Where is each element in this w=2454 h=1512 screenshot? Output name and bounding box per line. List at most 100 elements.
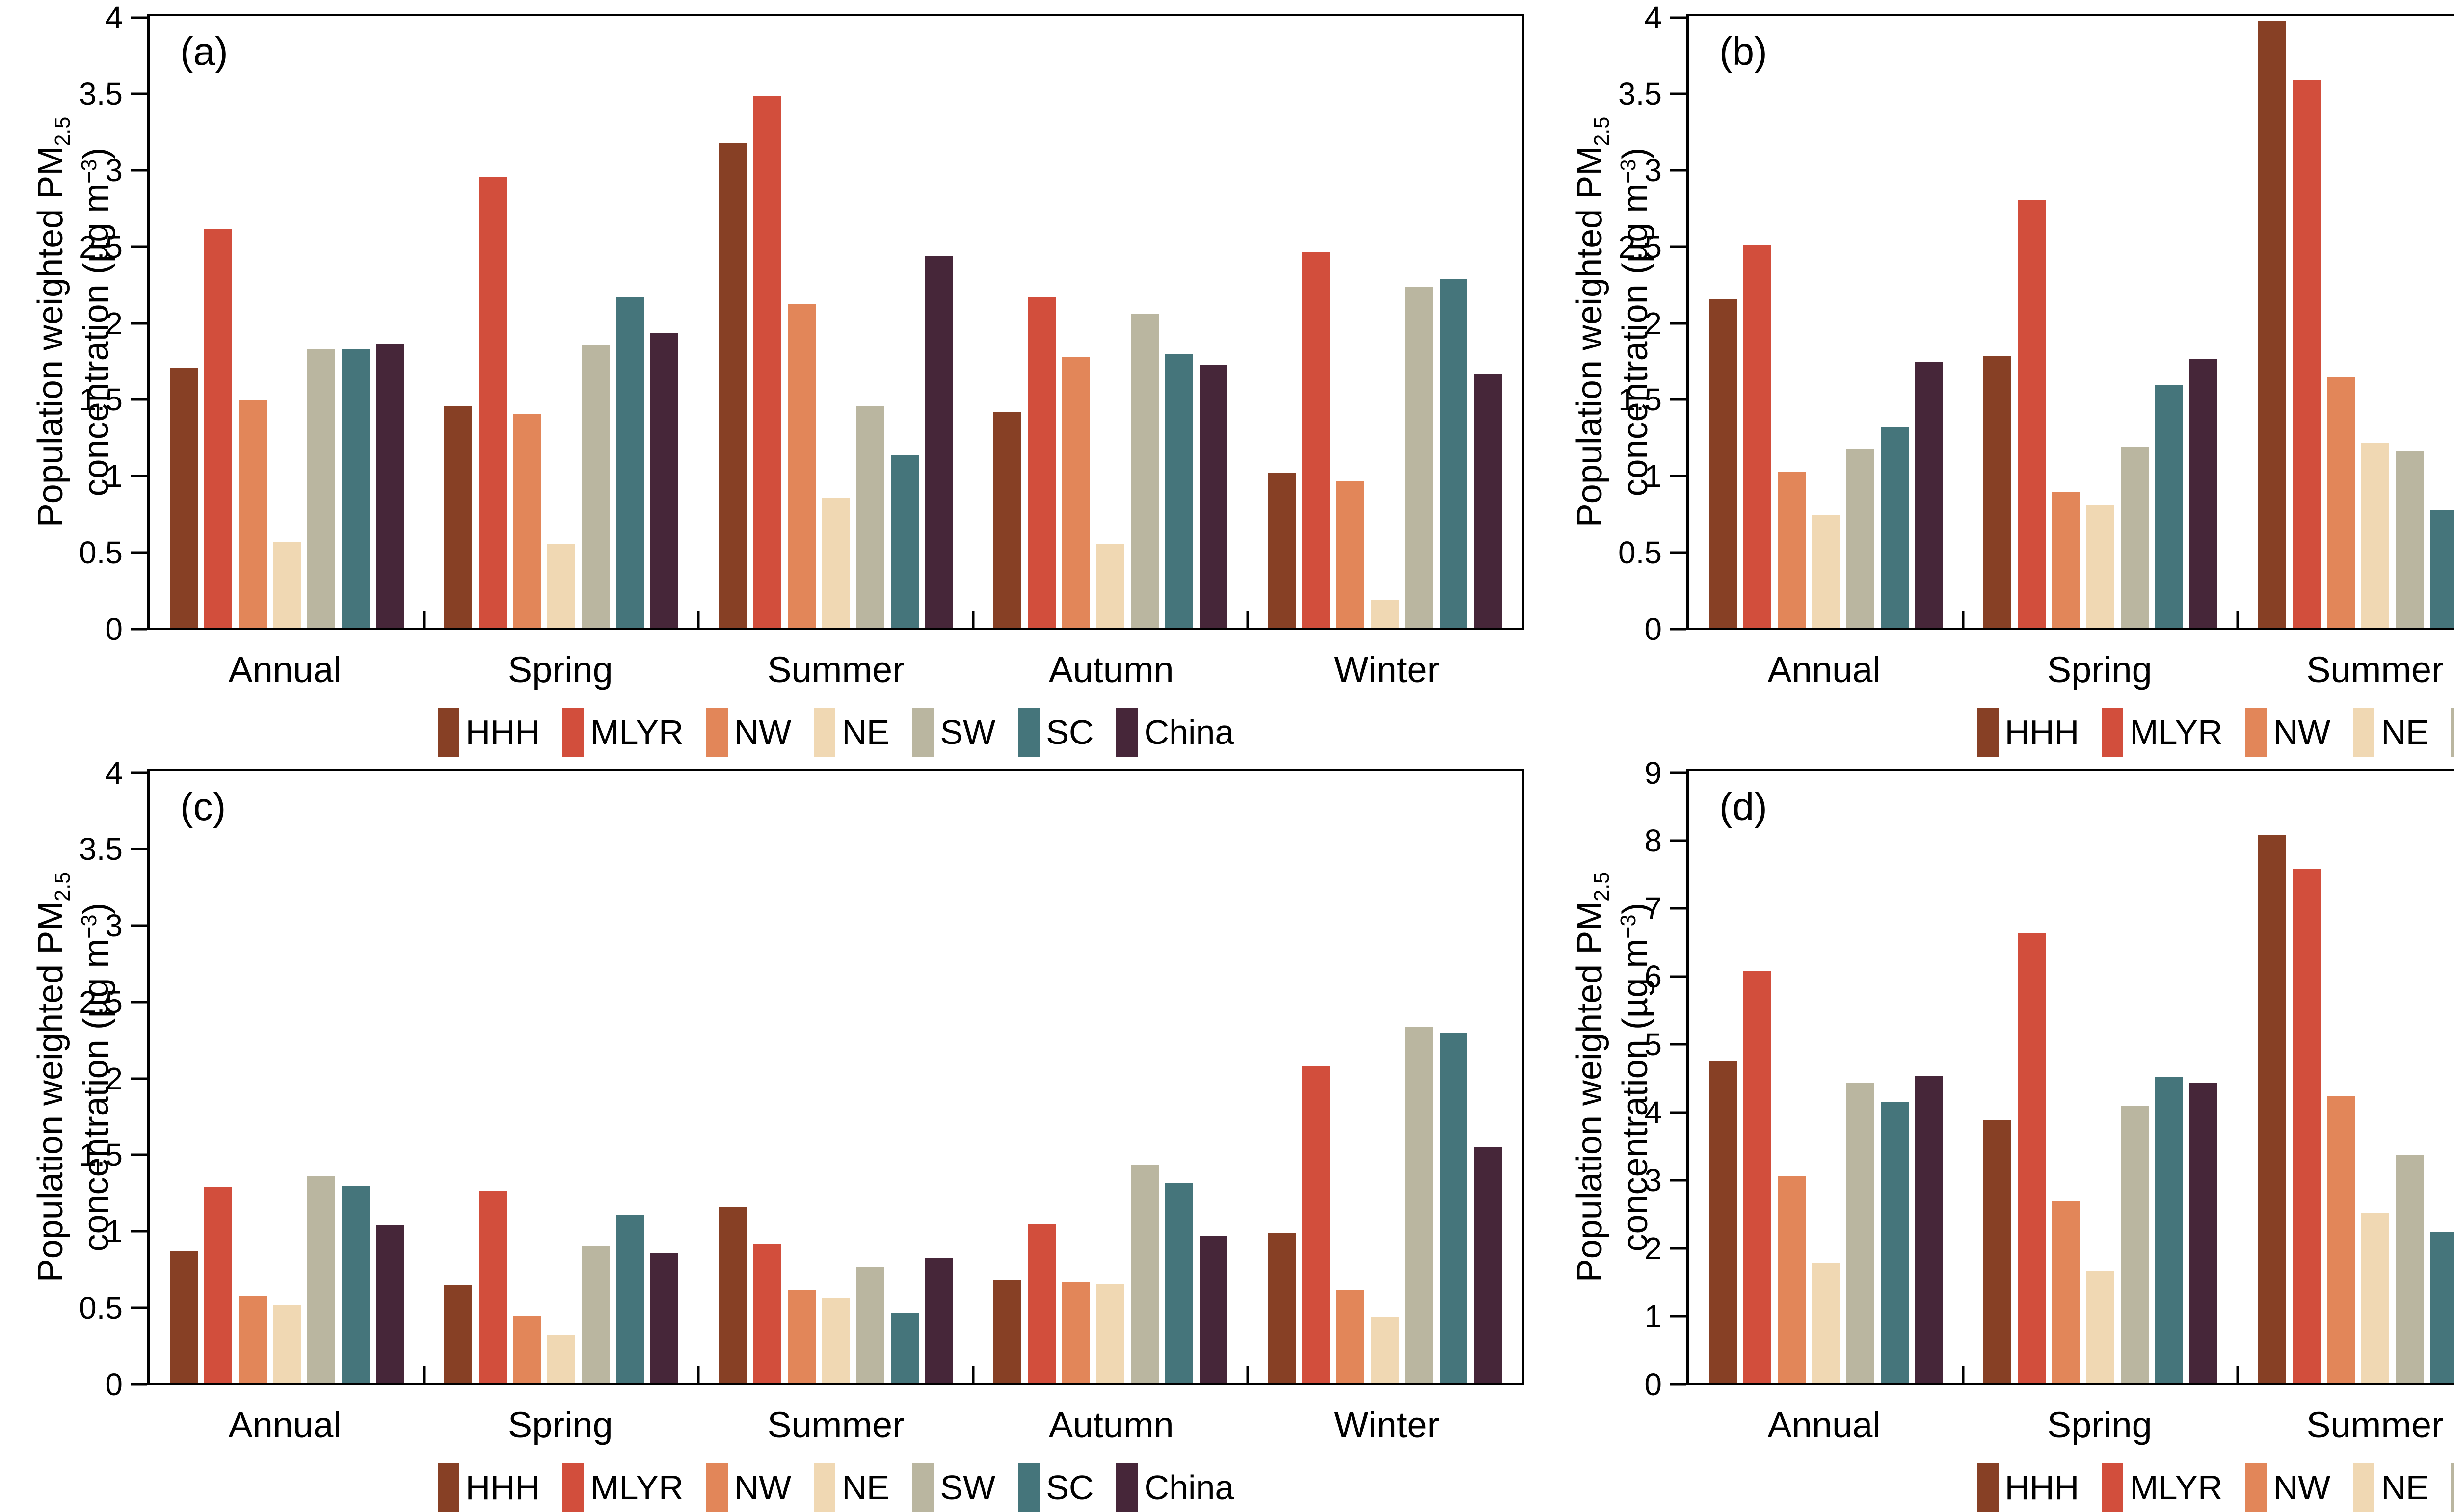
bar-china-summer — [925, 1258, 953, 1383]
legend-swatch-mlyr — [562, 1463, 584, 1512]
legend-swatch-mlyr — [2102, 1463, 2123, 1512]
legend-swatch-china — [1116, 1463, 1138, 1512]
x-tick-mark — [1962, 1366, 1965, 1383]
bar-hhh-summer — [719, 1207, 747, 1383]
bar-china-spring — [2189, 359, 2217, 628]
legend-item-nw: NW — [2245, 1463, 2331, 1512]
bar-nw-summer — [2327, 377, 2355, 628]
bar-nw-annual — [239, 1296, 267, 1383]
legend-item-nw: NW — [2245, 708, 2331, 757]
y-tick-mark — [131, 245, 147, 248]
legend-item-nw: NW — [706, 708, 792, 757]
bar-hhh-autumn — [993, 1280, 1021, 1383]
x-tick-mark — [697, 611, 700, 628]
legend-item-china: China — [1116, 708, 1234, 757]
bar-hhh-summer — [2258, 21, 2286, 628]
legend-item-sc: SC — [1018, 708, 1094, 757]
y-axis-label-line1: Population weighted PM — [1570, 902, 1609, 1283]
bar-hhh-annual — [1709, 299, 1737, 628]
y-tick-mark — [1670, 1111, 1686, 1114]
y-tick-label: 6 — [1566, 961, 1662, 992]
y-tick-label: 2 — [27, 1063, 123, 1094]
bar-sc-summer — [891, 1313, 919, 1383]
y-tick-mark — [131, 1306, 147, 1309]
legend-swatch-ne — [2353, 708, 2374, 757]
y-tick-label: 5 — [1566, 1029, 1662, 1060]
x-category-label-annual: Annual — [147, 1404, 423, 1446]
y-tick-label: 2.5 — [27, 231, 123, 263]
x-tick-mark — [2237, 1366, 2239, 1383]
bar-ne-summer — [2361, 443, 2389, 628]
bars-container — [1689, 16, 2454, 628]
bar-mlyr-summer — [753, 1244, 781, 1383]
bar-china-spring — [2189, 1083, 2217, 1383]
legend-item-mlyr: MLYR — [2102, 708, 2222, 757]
bar-group-spring — [1963, 771, 2238, 1383]
bar-hhh-spring — [444, 1285, 472, 1383]
bar-ne-spring — [2086, 1271, 2114, 1383]
bar-mlyr-autumn — [1028, 1224, 1056, 1383]
bar-group-annual — [150, 16, 424, 628]
bars-container — [150, 16, 1522, 628]
y-tick-label: 3 — [1566, 155, 1662, 186]
legend-item-ne: NE — [2353, 708, 2428, 757]
bar-hhh-winter — [1268, 473, 1296, 628]
bar-sw-annual — [1846, 449, 1874, 628]
y-tick-label: 1 — [27, 460, 123, 492]
bar-nw-winter — [1336, 481, 1364, 628]
y-tick-mark — [131, 551, 147, 554]
y-tick-mark — [131, 1383, 147, 1385]
x-category-label-autumn: Autumn — [974, 1404, 1249, 1446]
y-tick-label: 2 — [1566, 1233, 1662, 1264]
legend-item-ne: NE — [814, 1463, 889, 1512]
legend-label-mlyr: MLYR — [590, 715, 683, 749]
legend-label-nw: NW — [2273, 715, 2331, 749]
bar-hhh-summer — [719, 143, 747, 628]
bar-group-annual — [1689, 16, 1963, 628]
bar-nw-spring — [2052, 492, 2080, 628]
bar-mlyr-annual — [1743, 245, 1771, 628]
legend-swatch-china — [1116, 708, 1138, 757]
x-category-label-spring: Spring — [1962, 1404, 2237, 1446]
y-tick-label: 3.5 — [27, 833, 123, 865]
bar-sw-autumn — [1131, 1165, 1159, 1383]
y-tick-mark — [1670, 475, 1686, 477]
bar-sw-spring — [2121, 1106, 2149, 1383]
x-tick-mark — [423, 611, 426, 628]
bar-mlyr-summer — [2293, 869, 2321, 1383]
y-tick-mark — [1670, 907, 1686, 910]
y-tick-mark — [1670, 1383, 1686, 1385]
bar-china-spring — [650, 1253, 678, 1383]
y-tick-label: 1.5 — [27, 1139, 123, 1170]
bar-sc-spring — [616, 1215, 644, 1383]
bar-group-summer — [2238, 771, 2454, 1383]
y-tick-mark — [1670, 1179, 1686, 1182]
y-tick-mark — [1670, 169, 1686, 172]
x-category-label-annual: Annual — [1686, 649, 1962, 690]
x-tick-mark — [1246, 1366, 1249, 1383]
legend-item-hhh: HHH — [1977, 708, 2080, 757]
x-category-label-winter: Winter — [1249, 1404, 1524, 1446]
y-tick-label: 1 — [1566, 460, 1662, 492]
y-tick-label: 2 — [27, 308, 123, 339]
x-category-label-autumn: Autumn — [974, 649, 1249, 690]
y-tick-mark — [1670, 551, 1686, 554]
bar-sw-summer — [2396, 451, 2424, 628]
legend-label-mlyr: MLYR — [2130, 715, 2222, 749]
legend-item-sw: SW — [2451, 708, 2454, 757]
bar-sw-summer — [856, 406, 884, 628]
bar-hhh-annual — [170, 1251, 198, 1383]
bar-mlyr-autumn — [1028, 297, 1056, 628]
bar-sw-annual — [307, 1176, 335, 1383]
y-tick-mark — [131, 16, 147, 19]
legend-item-hhh: HHH — [438, 708, 540, 757]
panel-tag: (a) — [180, 29, 228, 74]
